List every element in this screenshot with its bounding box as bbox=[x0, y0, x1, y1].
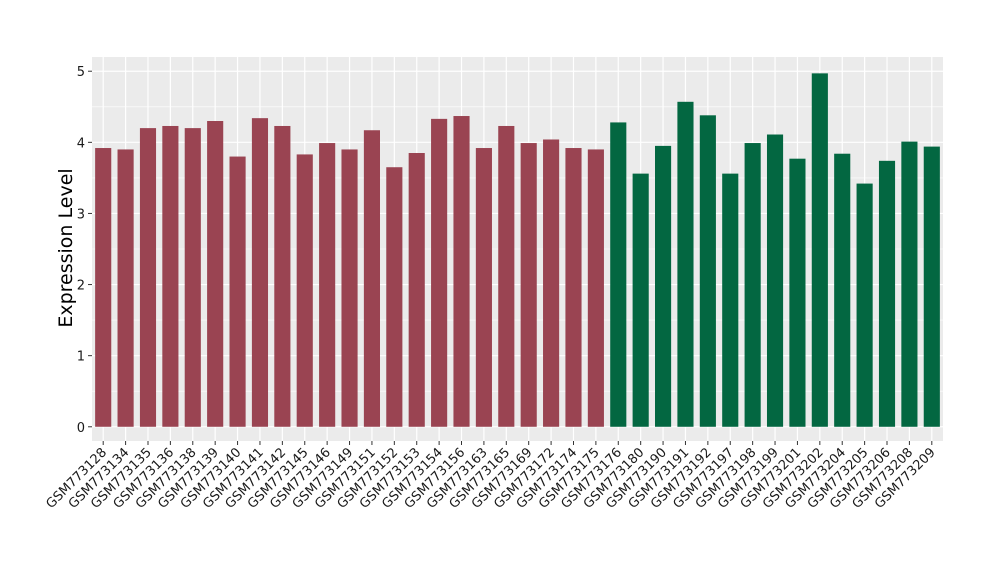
bar-GSM773134 bbox=[117, 149, 134, 427]
y-axis-title: Expression Level bbox=[55, 168, 77, 327]
bar-GSM773201 bbox=[789, 158, 806, 427]
bar-GSM773139 bbox=[207, 121, 224, 427]
y-tick-label: 1 bbox=[77, 350, 85, 365]
bar-GSM773208 bbox=[901, 141, 918, 427]
bar-GSM773209 bbox=[923, 146, 940, 427]
bar-GSM773197 bbox=[722, 173, 739, 427]
bar-GSM773176 bbox=[610, 122, 627, 427]
bar-GSM773172 bbox=[543, 139, 560, 427]
bar-GSM773128 bbox=[95, 148, 112, 427]
bar-GSM773174 bbox=[565, 148, 582, 427]
bar-GSM773163 bbox=[475, 148, 492, 427]
bar-GSM773175 bbox=[587, 149, 604, 427]
bar-GSM773204 bbox=[834, 153, 851, 427]
bar-GSM773151 bbox=[363, 130, 380, 427]
bar-GSM773169 bbox=[520, 143, 537, 427]
bar-GSM773136 bbox=[162, 125, 179, 427]
bar-GSM773180 bbox=[632, 173, 649, 427]
bar-GSM773140 bbox=[229, 156, 246, 427]
bar-GSM773205 bbox=[856, 183, 873, 427]
bar-GSM773152 bbox=[386, 167, 403, 427]
bar-GSM773165 bbox=[498, 125, 515, 427]
bar-GSM773206 bbox=[878, 160, 896, 427]
bar-GSM773202 bbox=[811, 73, 828, 427]
bar-GSM773154 bbox=[431, 118, 448, 427]
bar-GSM773192 bbox=[699, 115, 716, 427]
y-tick-label: 2 bbox=[77, 279, 85, 294]
bar-GSM773149 bbox=[341, 149, 358, 427]
bar-GSM773141 bbox=[251, 118, 269, 427]
bar-GSM773146 bbox=[319, 143, 336, 427]
bar-GSM773153 bbox=[408, 153, 425, 427]
x-axis: GSM773128GSM773134GSM773135GSM773136GSM7… bbox=[43, 441, 939, 512]
bar-GSM773142 bbox=[274, 125, 291, 427]
y-tick-label: 4 bbox=[77, 136, 85, 151]
bar-GSM773191 bbox=[677, 101, 694, 427]
bar-GSM773135 bbox=[139, 128, 157, 427]
bars bbox=[95, 73, 940, 427]
y-tick-label: 0 bbox=[77, 421, 85, 436]
bar-GSM773145 bbox=[296, 154, 313, 427]
y-tick-label: 5 bbox=[77, 65, 85, 80]
bar-GSM773199 bbox=[766, 134, 784, 427]
bar-GSM773156 bbox=[453, 116, 470, 427]
bar-GSM773138 bbox=[184, 128, 201, 427]
y-axis: 0 1 2 3 4 5 bbox=[77, 65, 92, 436]
y-tick-label: 3 bbox=[77, 207, 85, 222]
bar-GSM773190 bbox=[655, 145, 672, 427]
bar-GSM773198 bbox=[744, 143, 761, 427]
